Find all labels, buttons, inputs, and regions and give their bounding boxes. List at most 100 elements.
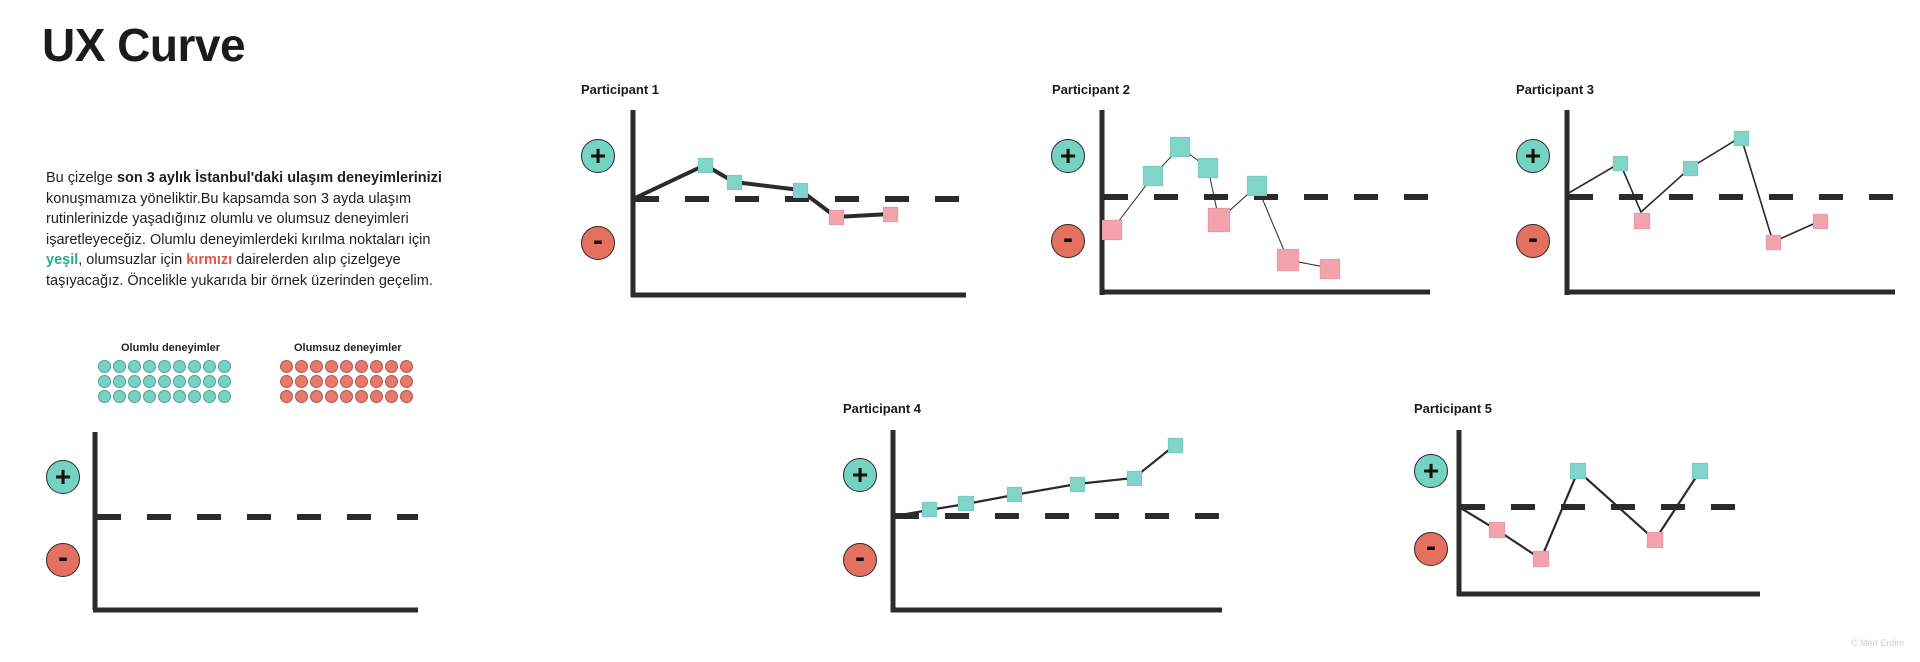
- negative-dot[interactable]: [340, 375, 353, 388]
- p5-note[interactable]: [1569, 462, 1587, 480]
- positive-dot[interactable]: [113, 390, 126, 403]
- p5-note[interactable]: [1646, 531, 1664, 549]
- positive-dot[interactable]: [218, 360, 231, 373]
- p2-note[interactable]: [1169, 136, 1191, 158]
- positive-dot[interactable]: [128, 375, 141, 388]
- p3-note[interactable]: [1812, 213, 1829, 230]
- plus-icon: +: [1516, 139, 1550, 173]
- negative-dot[interactable]: [340, 360, 353, 373]
- p5-note[interactable]: [1488, 521, 1506, 539]
- negative-dot[interactable]: [310, 360, 323, 373]
- positive-dot[interactable]: [203, 390, 216, 403]
- positive-dot[interactable]: [113, 375, 126, 388]
- positive-palette-label: Olumlu deneyimler: [121, 342, 221, 354]
- negative-dot[interactable]: [355, 360, 368, 373]
- positive-dot[interactable]: [173, 360, 186, 373]
- positive-dot[interactable]: [218, 390, 231, 403]
- p3-note[interactable]: [1633, 212, 1651, 230]
- intro-red-word: kırmızı: [186, 252, 233, 268]
- negative-dot[interactable]: [400, 390, 413, 403]
- negative-dot[interactable]: [325, 360, 338, 373]
- p4-note[interactable]: [957, 495, 975, 512]
- positive-dot[interactable]: [143, 360, 156, 373]
- p4-note[interactable]: [921, 501, 938, 518]
- participant-2-chart: [1099, 110, 1430, 295]
- p3-note[interactable]: [1612, 155, 1629, 172]
- positive-dot[interactable]: [143, 375, 156, 388]
- p2-note[interactable]: [1319, 258, 1341, 280]
- negative-dot[interactable]: [295, 375, 308, 388]
- minus-icon: -: [581, 226, 615, 260]
- negative-dot[interactable]: [370, 390, 383, 403]
- p5-note[interactable]: [1691, 462, 1709, 480]
- negative-dot[interactable]: [385, 360, 398, 373]
- positive-dot[interactable]: [158, 390, 171, 403]
- p3-note[interactable]: [1765, 234, 1782, 251]
- participant-1-title: Participant 1: [581, 82, 660, 97]
- negative-dot[interactable]: [400, 360, 413, 373]
- negative-dot[interactable]: [325, 375, 338, 388]
- negative-dot[interactable]: [385, 390, 398, 403]
- participant-1-chart: [630, 110, 966, 298]
- p2-note[interactable]: [1197, 157, 1219, 179]
- negative-dot-palette[interactable]: [280, 360, 414, 403]
- positive-dot[interactable]: [188, 390, 201, 403]
- intro-bold: son 3 aylık İstanbul'daki ulaşım deneyim…: [116, 170, 442, 186]
- positive-dot[interactable]: [128, 390, 141, 403]
- p1-note[interactable]: [828, 209, 845, 226]
- p4-note[interactable]: [1069, 476, 1086, 493]
- positive-dot[interactable]: [188, 375, 201, 388]
- negative-dot[interactable]: [325, 390, 338, 403]
- positive-dot[interactable]: [173, 390, 186, 403]
- p1-note[interactable]: [882, 206, 899, 223]
- positive-dot[interactable]: [218, 375, 231, 388]
- negative-dot[interactable]: [355, 390, 368, 403]
- positive-dot[interactable]: [113, 360, 126, 373]
- positive-dot[interactable]: [128, 360, 141, 373]
- p1-note[interactable]: [697, 157, 714, 174]
- negative-dot[interactable]: [340, 390, 353, 403]
- negative-dot[interactable]: [385, 375, 398, 388]
- negative-dot[interactable]: [280, 375, 293, 388]
- positive-dot[interactable]: [158, 375, 171, 388]
- p2-note[interactable]: [1207, 207, 1231, 233]
- p3-note[interactable]: [1682, 160, 1699, 177]
- plus-icon: +: [843, 458, 877, 492]
- positive-dot[interactable]: [203, 375, 216, 388]
- negative-dot[interactable]: [295, 390, 308, 403]
- negative-dot[interactable]: [355, 375, 368, 388]
- positive-dot[interactable]: [188, 360, 201, 373]
- minus-icon: -: [46, 543, 80, 577]
- p2-note[interactable]: [1101, 219, 1123, 241]
- p1-note[interactable]: [792, 182, 809, 199]
- positive-dot[interactable]: [203, 360, 216, 373]
- negative-dot[interactable]: [370, 375, 383, 388]
- positive-dot[interactable]: [98, 375, 111, 388]
- negative-dot[interactable]: [400, 375, 413, 388]
- p4-note[interactable]: [1167, 437, 1184, 454]
- positive-dot[interactable]: [98, 360, 111, 373]
- intro-green-word: yeşil: [46, 252, 79, 268]
- positive-dot[interactable]: [98, 390, 111, 403]
- participant-2-title: Participant 2: [1052, 82, 1131, 97]
- negative-dot[interactable]: [295, 360, 308, 373]
- p2-note[interactable]: [1246, 175, 1268, 197]
- positive-dot[interactable]: [173, 375, 186, 388]
- p4-note[interactable]: [1006, 486, 1023, 503]
- positive-dot[interactable]: [158, 360, 171, 373]
- minus-icon: -: [1051, 224, 1085, 258]
- positive-dot-palette[interactable]: [98, 360, 232, 403]
- negative-dot[interactable]: [280, 360, 293, 373]
- p4-note[interactable]: [1126, 470, 1143, 487]
- positive-dot[interactable]: [143, 390, 156, 403]
- negative-dot[interactable]: [310, 390, 323, 403]
- negative-dot[interactable]: [310, 375, 323, 388]
- p1-note[interactable]: [726, 174, 743, 191]
- p5-note[interactable]: [1532, 550, 1550, 568]
- template-chart[interactable]: [92, 432, 418, 613]
- negative-dot[interactable]: [280, 390, 293, 403]
- p2-note[interactable]: [1142, 165, 1164, 187]
- p2-note[interactable]: [1276, 248, 1300, 272]
- p3-note[interactable]: [1733, 130, 1750, 147]
- negative-dot[interactable]: [370, 360, 383, 373]
